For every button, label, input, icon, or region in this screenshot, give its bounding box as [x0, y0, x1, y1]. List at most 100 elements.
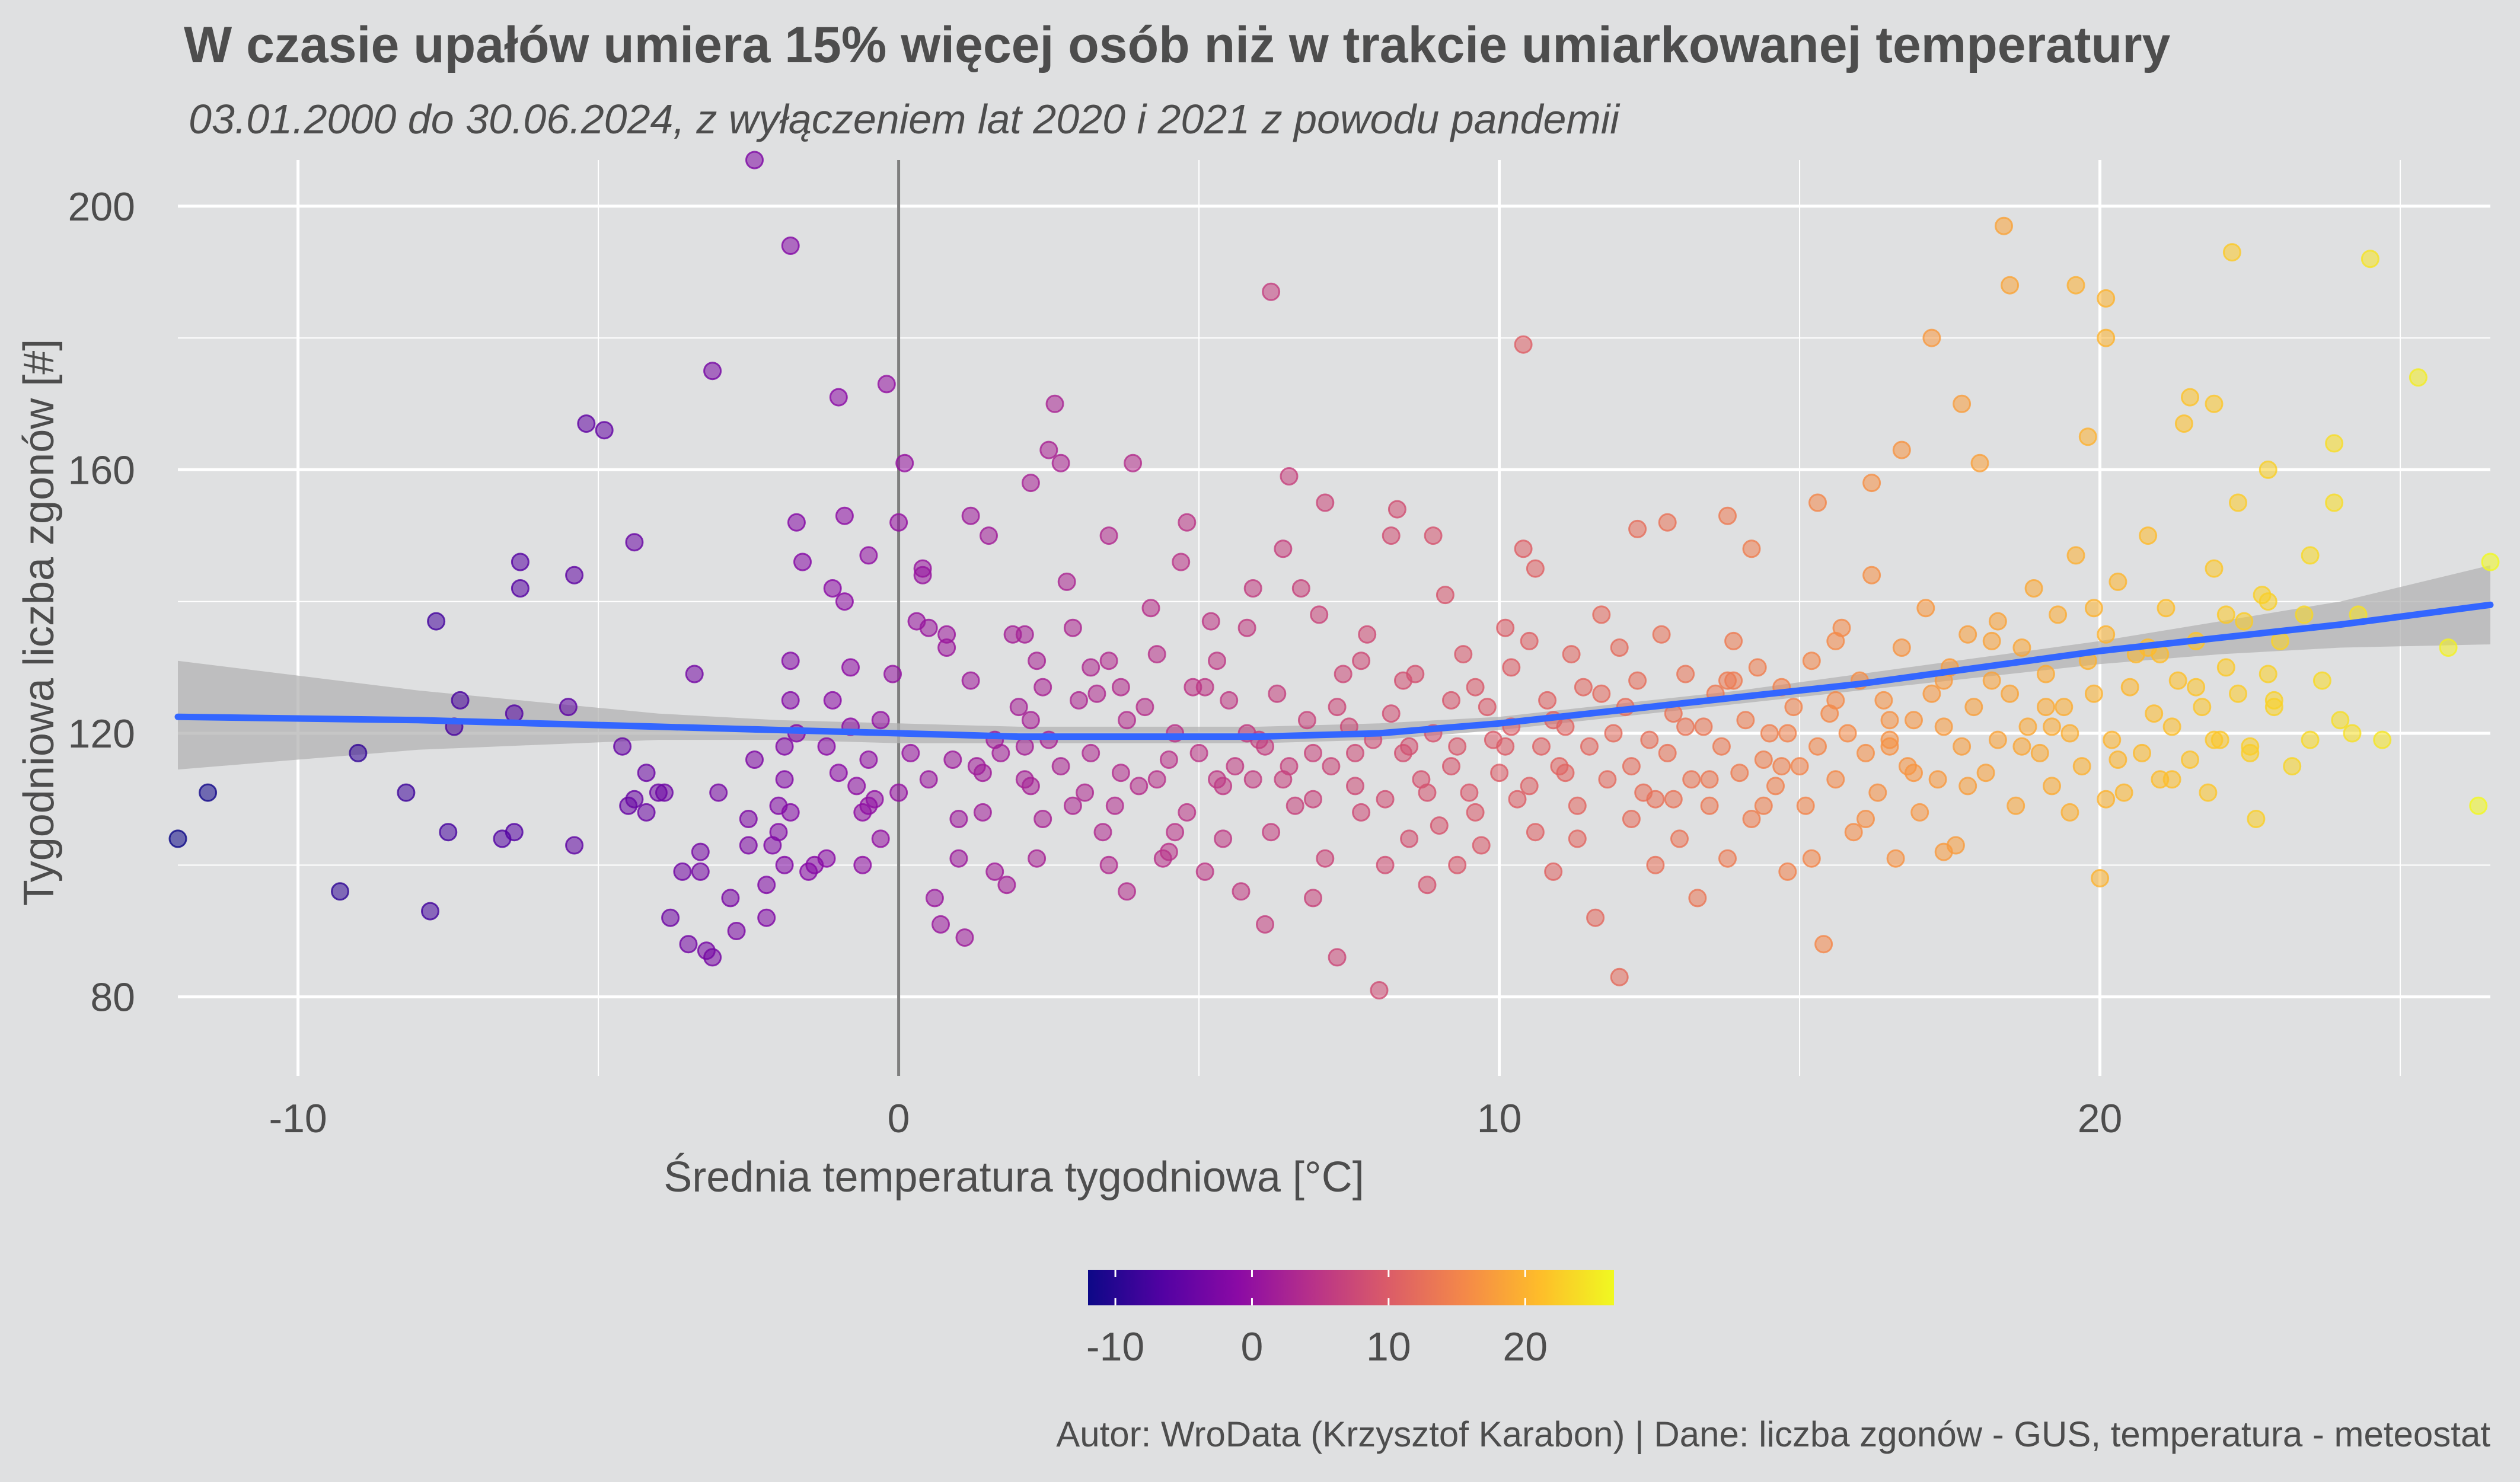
scatter-point — [1448, 855, 1467, 874]
scatter-point — [961, 506, 980, 525]
scatter-point — [1646, 855, 1665, 874]
scatter-point — [2012, 638, 2031, 657]
scatter-point — [1892, 638, 1911, 657]
scatter-point — [883, 665, 902, 683]
scatter-point — [2078, 427, 2097, 446]
scatter-point — [2001, 276, 2020, 295]
scatter-point — [937, 625, 956, 644]
scatter-point — [1574, 678, 1593, 697]
scatter-point — [1730, 764, 1749, 782]
scatter-point — [1688, 889, 1707, 908]
scatter-point — [577, 414, 596, 433]
scatter-point — [2235, 612, 2254, 631]
scatter-point — [1424, 526, 1443, 545]
scatter-point — [2097, 790, 2116, 809]
scatter-point — [1033, 678, 1052, 697]
scatter-point — [1928, 770, 1947, 789]
scatter-point — [1111, 678, 1130, 697]
scatter-point — [2216, 605, 2235, 624]
scatter-point — [841, 658, 860, 677]
scatter-point — [637, 764, 656, 782]
scatter-point — [2097, 625, 2116, 644]
scatter-point — [1232, 882, 1251, 901]
scatter-point — [835, 592, 854, 611]
scatter-point — [1754, 750, 1773, 769]
scatter-point — [1604, 724, 1623, 743]
scatter-point — [1772, 757, 1791, 776]
scatter-point — [1376, 790, 1395, 809]
scatter-point — [1892, 440, 1911, 459]
scatter-point — [739, 810, 758, 828]
scatter-point — [835, 506, 854, 525]
x-axis-title: Średnia temperatura tygodniowa [°C] — [664, 1153, 1364, 1201]
scatter-point — [2259, 665, 2277, 683]
scatter-point — [2247, 810, 2266, 828]
scatter-point — [2012, 737, 2031, 756]
scatter-point — [703, 362, 722, 381]
scatter-point — [775, 737, 794, 756]
scatter-point — [565, 566, 584, 585]
scatter-point — [1958, 625, 1977, 644]
scatter-point — [781, 803, 800, 822]
scatter-point — [1826, 631, 1845, 650]
scatter-point — [1682, 770, 1701, 789]
scatter-point — [949, 849, 968, 868]
scatter-point — [1646, 790, 1665, 809]
scatter-point — [769, 823, 788, 842]
scatter-point — [2060, 724, 2079, 743]
scatter-point — [1021, 711, 1040, 730]
scatter-point — [1274, 539, 1293, 558]
scatter-point — [955, 928, 974, 947]
scatter-point — [1808, 493, 1827, 512]
scatter-point — [2103, 730, 2122, 749]
scatter-point — [1652, 625, 1671, 644]
scatter-point — [1243, 770, 1262, 789]
scatter-point — [1051, 757, 1070, 776]
scatter-point — [1316, 493, 1335, 512]
scatter-point — [1166, 823, 1185, 842]
scatter-point — [2097, 289, 2116, 308]
scatter-point — [1814, 935, 1833, 954]
scatter-point — [1784, 698, 1803, 717]
scatter-point — [1280, 757, 1299, 776]
scatter-point — [1454, 645, 1473, 664]
scatter-point — [2024, 579, 2043, 598]
scatter-point — [2469, 796, 2488, 815]
scatter-point — [1015, 625, 1034, 644]
scatter-point — [2295, 605, 2314, 624]
scatter-point — [1304, 790, 1322, 809]
scatter-point — [2205, 730, 2224, 749]
scatter-point — [2120, 678, 2139, 697]
scatter-point — [823, 691, 842, 710]
scatter-point — [1208, 651, 1226, 670]
scatter-point — [709, 783, 728, 802]
scatter-point — [1520, 631, 1539, 650]
scatter-point — [1135, 698, 1154, 717]
scatter-point — [1886, 849, 1905, 868]
scatter-point — [1622, 810, 1641, 828]
scatter-point — [1262, 282, 1281, 301]
scatter-point — [1508, 790, 1527, 809]
scatter-point — [2151, 645, 2170, 664]
scatter-point — [1472, 836, 1491, 855]
scatter-point — [1754, 796, 1773, 815]
scatter-point — [685, 665, 704, 683]
scatter-point — [1826, 770, 1845, 789]
scatter-point — [1394, 671, 1412, 690]
legend-label: -10 — [1086, 1324, 1144, 1369]
scatter-point — [1178, 803, 1197, 822]
scatter-point — [421, 902, 439, 921]
scatter-point — [1664, 790, 1683, 809]
scatter-point — [1021, 777, 1040, 796]
grid-major — [178, 160, 2490, 1076]
scatter-point — [1334, 665, 1352, 683]
scatter-point — [2373, 730, 2392, 749]
scatter-point — [2108, 572, 2127, 591]
scatter-point — [2181, 388, 2199, 407]
scatter-point — [2145, 704, 2164, 723]
scatter-point — [1880, 737, 1899, 756]
color-legend: -10 0 10 20 — [1086, 1270, 1614, 1369]
scatter-point — [1808, 737, 1827, 756]
scatter-point — [1988, 612, 2007, 631]
scatter-point — [1856, 743, 1875, 762]
